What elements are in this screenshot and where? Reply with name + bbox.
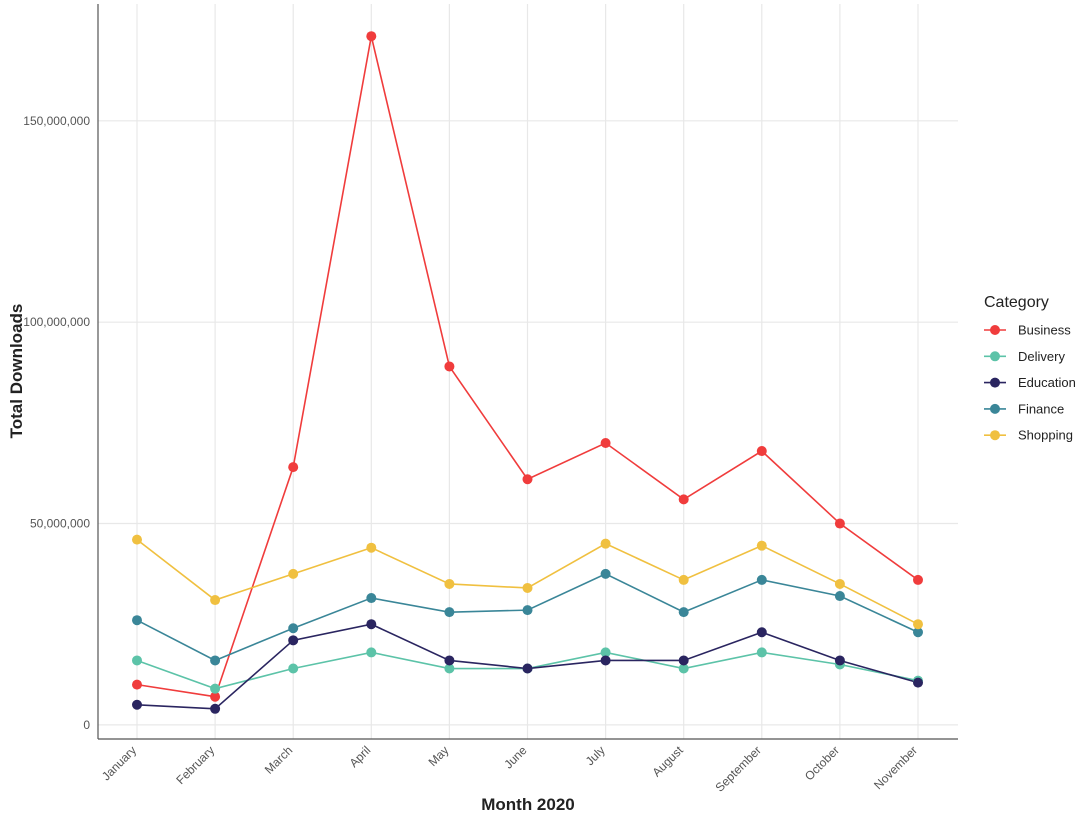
x-tick-label: November <box>871 743 920 792</box>
x-tick-label: February <box>173 743 217 787</box>
data-point-education <box>444 655 455 666</box>
data-point-delivery <box>600 647 611 658</box>
data-point-finance <box>678 607 689 618</box>
data-point-education <box>288 635 299 646</box>
data-point-delivery <box>132 655 142 666</box>
y-axis-ticks: 0 50,000,000 100,000,000 150,000,000 <box>23 114 90 732</box>
x-tick-label: April <box>347 743 374 770</box>
data-point-shopping <box>366 542 377 553</box>
data-point-business <box>288 462 299 473</box>
x-tick-label: May <box>426 743 452 769</box>
data-point-shopping <box>756 540 767 551</box>
data-point-business <box>522 474 533 485</box>
legend-marker-shopping <box>990 430 1000 441</box>
legend-marker-finance <box>990 403 1000 414</box>
x-tick-label: January <box>99 743 139 783</box>
data-point-finance <box>834 591 845 602</box>
legend: Category Business Delivery Education Financ… <box>984 294 1076 443</box>
data-point-finance <box>288 623 299 634</box>
x-tick-label: September <box>713 743 764 794</box>
data-point-education <box>913 677 923 688</box>
data-point-delivery <box>756 647 767 658</box>
legend-label-business: Business <box>1018 323 1071 338</box>
y-tick-label: 150,000,000 <box>23 114 90 128</box>
y-tick-label: 50,000,000 <box>30 517 90 531</box>
data-point-shopping <box>678 574 689 585</box>
data-point-shopping <box>444 578 455 589</box>
data-point-finance <box>913 627 923 638</box>
data-point-finance <box>366 593 377 604</box>
data-point-business <box>834 518 845 529</box>
legend-title: Category <box>984 294 1049 311</box>
legend-label-delivery: Delivery <box>1018 349 1065 364</box>
legend-label-shopping: Shopping <box>1018 428 1073 443</box>
data-point-business <box>913 574 923 585</box>
y-tick-label: 0 <box>83 718 90 732</box>
data-point-shopping <box>210 595 221 606</box>
data-point-education <box>366 619 377 630</box>
data-point-delivery <box>288 663 299 674</box>
data-point-business <box>678 494 689 505</box>
data-point-shopping <box>288 568 299 579</box>
data-point-business <box>366 31 377 42</box>
data-point-business <box>210 691 221 702</box>
data-point-business <box>756 446 767 457</box>
x-tick-label: June <box>501 743 530 772</box>
data-point-business <box>600 437 611 448</box>
y-tick-label: 100,000,000 <box>23 315 90 329</box>
data-point-shopping <box>913 619 923 630</box>
legend-label-education: Education <box>1018 375 1076 390</box>
legend-marker-education <box>990 377 1000 388</box>
x-tick-label: March <box>262 743 295 776</box>
data-point-education <box>600 655 611 666</box>
data-point-finance <box>600 568 611 579</box>
data-point-finance <box>132 615 142 626</box>
data-point-education <box>678 655 689 666</box>
x-tick-label: August <box>650 743 687 780</box>
data-point-business <box>444 361 455 372</box>
data-point-finance <box>444 607 455 618</box>
data-point-education <box>756 627 767 638</box>
legend-marker-delivery <box>990 351 1000 362</box>
data-point-delivery <box>444 663 455 674</box>
data-point-shopping <box>522 582 533 593</box>
x-axis-ticks: January February March April May June July Augu… <box>99 743 920 795</box>
data-point-finance <box>210 655 221 666</box>
series-layer <box>132 31 923 714</box>
data-point-delivery <box>678 663 689 674</box>
data-point-education <box>834 655 845 666</box>
data-point-delivery <box>210 683 221 694</box>
legend-marker-business <box>990 325 1000 335</box>
data-point-shopping <box>834 578 845 589</box>
data-point-education <box>210 703 221 714</box>
legend-label-finance: Finance <box>1018 401 1064 416</box>
data-point-business <box>132 679 142 690</box>
x-tick-label: July <box>583 743 608 768</box>
grid <box>98 4 958 739</box>
data-point-education <box>132 699 142 710</box>
data-point-finance <box>522 605 533 616</box>
data-point-delivery <box>366 647 377 658</box>
data-point-shopping <box>600 538 611 549</box>
data-point-finance <box>756 574 767 585</box>
x-axis-title: Month 2020 <box>481 795 575 814</box>
y-axis-title: Total Downloads <box>7 304 26 439</box>
data-point-education <box>522 663 533 674</box>
x-tick-label: October <box>802 743 842 783</box>
data-point-shopping <box>132 534 142 545</box>
